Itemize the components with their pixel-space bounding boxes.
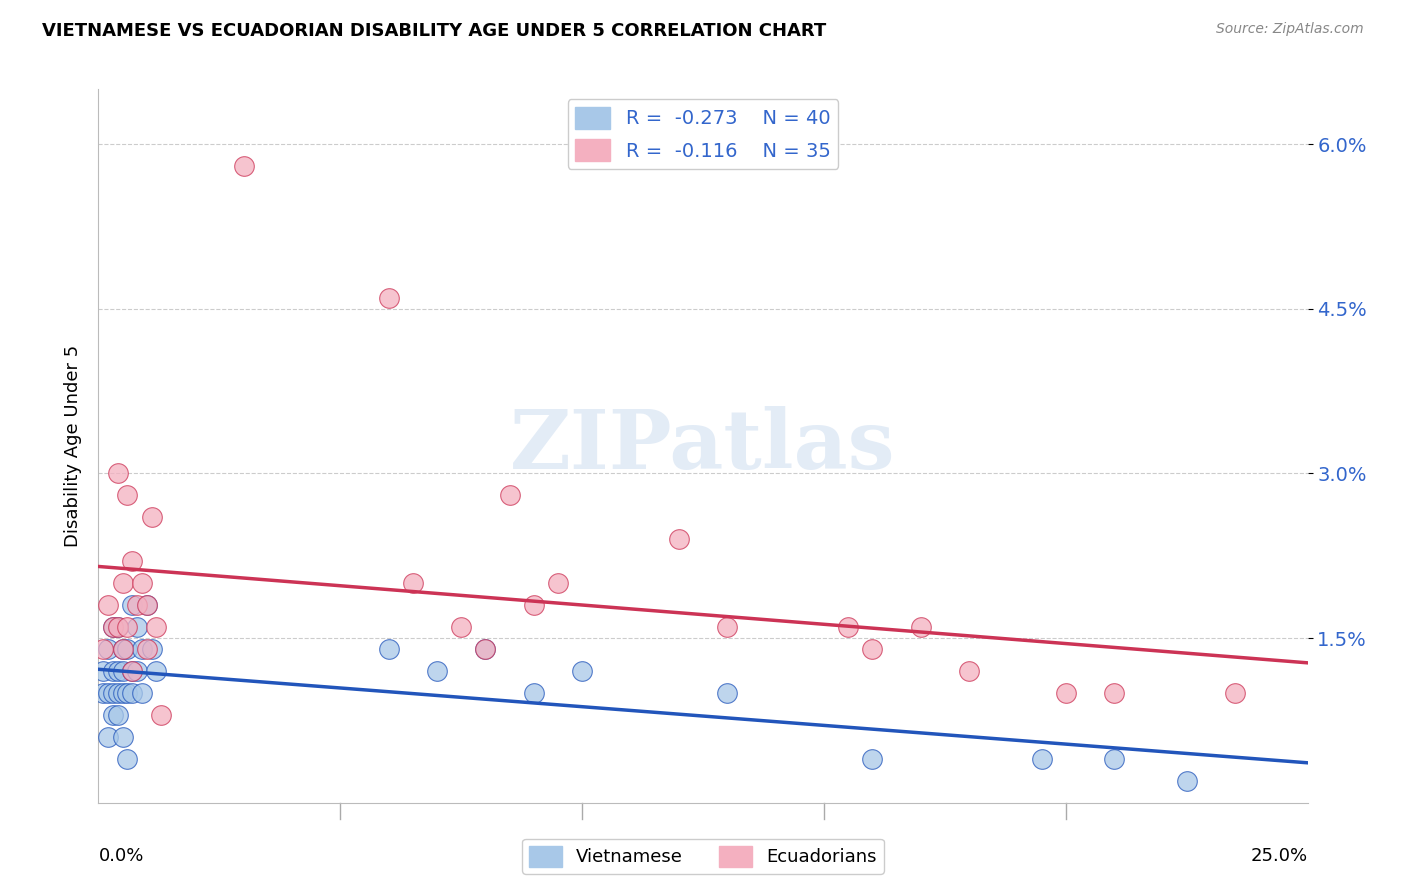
Point [571,664,593,678]
Point [107,620,129,634]
Point [101,620,124,634]
Point [91,686,114,700]
Point [135,598,157,612]
Point [97,730,120,744]
Point [111,576,134,591]
Legend: R =  -0.273    N = 40, R =  -0.116    N = 35: R = -0.273 N = 40, R = -0.116 N = 35 [568,99,838,169]
Point [474,642,496,657]
Point [111,642,134,657]
Text: 25.0%: 25.0% [1250,847,1308,864]
Point [101,708,124,723]
Point [121,598,143,612]
Point [547,576,569,591]
Point [121,664,143,678]
Point [131,686,153,700]
Point [131,576,153,591]
Point [91,664,114,678]
Point [860,752,883,766]
Point [377,291,399,305]
Y-axis label: Disability Age Under 5: Disability Age Under 5 [63,345,82,547]
Point [101,620,124,634]
Text: 0.0%: 0.0% [98,847,143,864]
Point [860,642,883,657]
Text: ZIPatlas: ZIPatlas [510,406,896,486]
Point [127,664,149,678]
Point [107,467,129,481]
Point [474,642,496,657]
Point [377,642,399,657]
Point [111,686,134,700]
Point [91,642,114,657]
Point [111,664,134,678]
Point [107,620,129,634]
Point [101,686,124,700]
Point [523,686,546,700]
Text: VIETNAMESE VS ECUADORIAN DISABILITY AGE UNDER 5 CORRELATION CHART: VIETNAMESE VS ECUADORIAN DISABILITY AGE … [42,22,827,40]
Point [135,642,157,657]
Point [117,620,139,634]
Point [127,598,149,612]
Point [957,664,980,678]
Point [107,686,129,700]
Point [498,488,520,502]
Point [145,620,167,634]
Point [97,686,120,700]
Point [910,620,932,634]
Point [101,664,124,678]
Point [1102,686,1125,700]
Point [1031,752,1053,766]
Point [1223,686,1246,700]
Point [402,576,425,591]
Point [111,730,134,744]
Point [1175,773,1198,788]
Point [426,664,449,678]
Point [117,488,139,502]
Point [117,642,139,657]
Legend: Vietnamese, Ecuadorians: Vietnamese, Ecuadorians [522,838,884,874]
Point [111,642,134,657]
Point [837,620,859,634]
Point [668,533,690,547]
Text: Source: ZipAtlas.com: Source: ZipAtlas.com [1216,22,1364,37]
Point [131,642,153,657]
Point [232,159,254,173]
Point [121,686,143,700]
Point [121,664,143,678]
Point [716,686,738,700]
Point [107,708,129,723]
Point [145,664,167,678]
Point [716,620,738,634]
Point [121,554,143,568]
Point [1102,752,1125,766]
Point [117,686,139,700]
Point [107,664,129,678]
Point [97,642,120,657]
Point [150,708,173,723]
Point [127,620,149,634]
Point [523,598,546,612]
Point [135,598,157,612]
Point [117,752,139,766]
Point [141,642,163,657]
Point [450,620,472,634]
Point [1054,686,1077,700]
Point [141,510,163,524]
Point [97,598,120,612]
